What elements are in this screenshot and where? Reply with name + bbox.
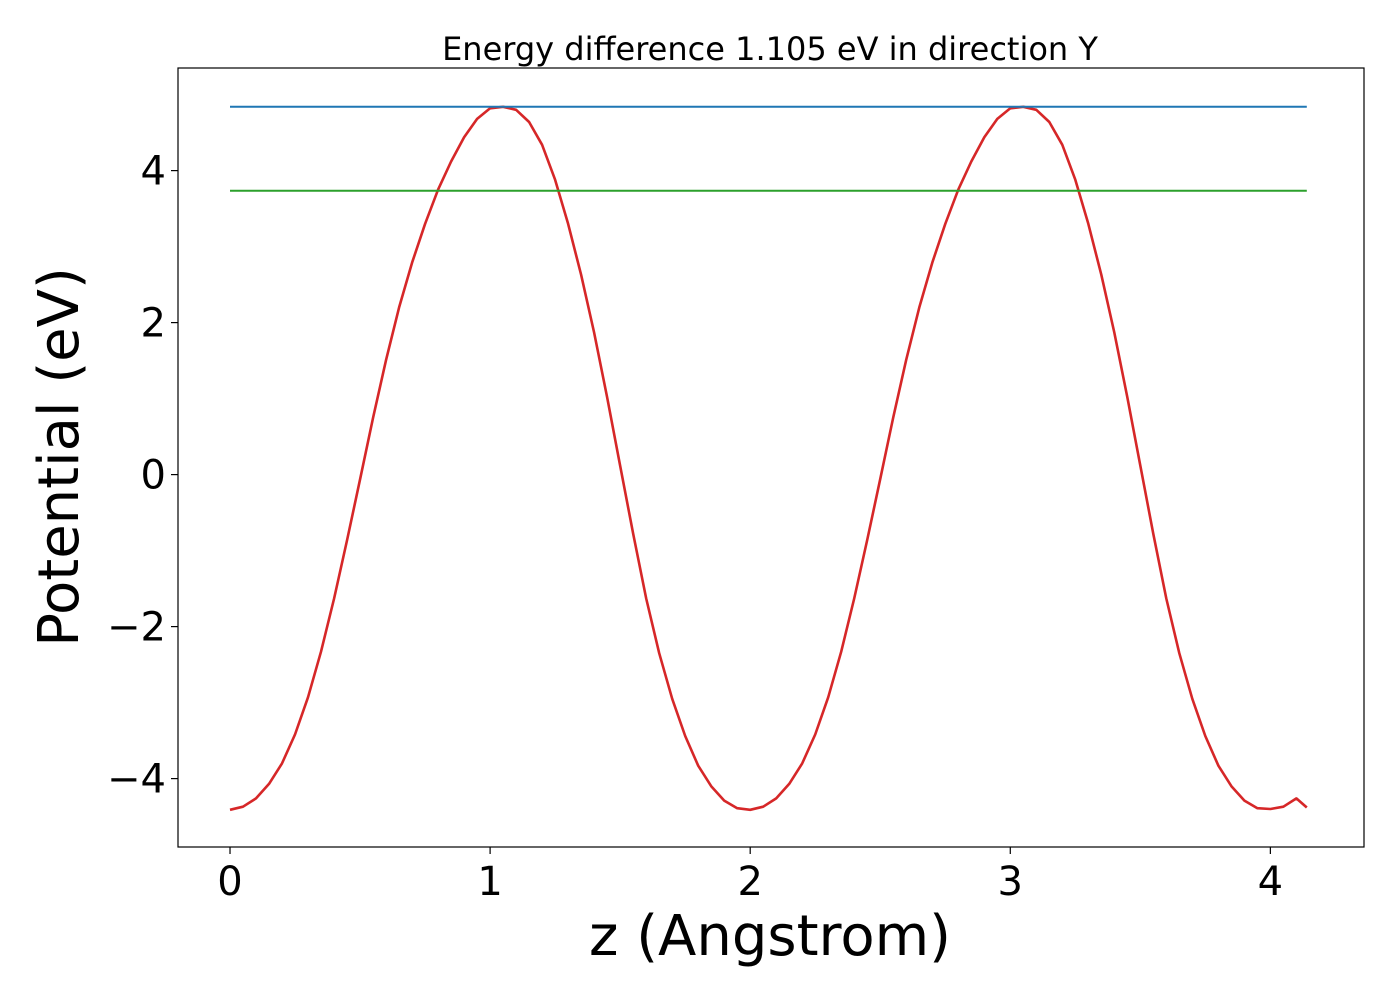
x-tick-label: 0 [217, 859, 242, 905]
x-tick-label: 3 [998, 859, 1023, 905]
x-axis-label: z (Angstrom) [589, 904, 951, 969]
x-tick-label: 1 [477, 859, 502, 905]
x-tick-label: 2 [737, 859, 762, 905]
x-tick-label: 4 [1258, 859, 1283, 905]
y-tick-label: 4 [141, 149, 166, 195]
series-line-0 [229, 105, 1308, 812]
series-layer [229, 105, 1308, 812]
chart-title: Energy difference 1.105 eV in direction … [442, 30, 1098, 68]
y-tick-label: −2 [107, 605, 166, 651]
y-tick-label: 0 [141, 453, 166, 499]
x-axis-ticks: 0 1 2 3 4 [217, 847, 1283, 905]
y-axis-label: Potential (eV) [27, 267, 92, 647]
y-tick-label: −4 [107, 757, 166, 803]
y-tick-label: 2 [141, 301, 166, 347]
y-axis-ticks: −4 −2 0 2 4 [107, 149, 178, 803]
plot-frame [177, 67, 1365, 848]
